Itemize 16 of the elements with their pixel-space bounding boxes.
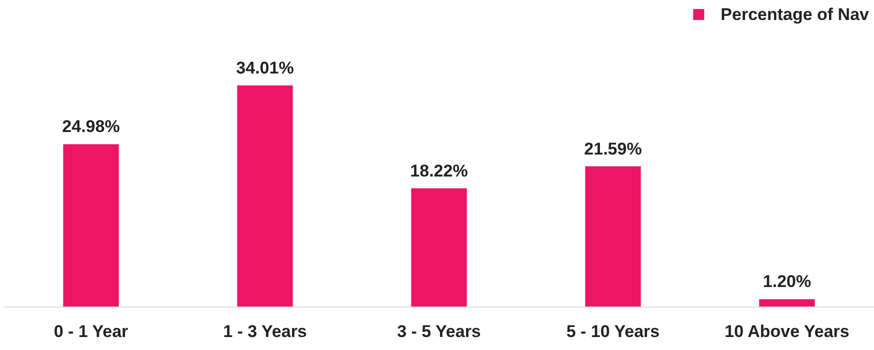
data-label: 18.22%: [410, 161, 468, 180]
bar: [759, 299, 815, 307]
data-label: 1.20%: [762, 272, 812, 292]
data-label: 21.59%: [584, 139, 642, 158]
x-tick-label: 1 - 3 Years: [223, 322, 307, 341]
x-tick-label: 0 - 1 Year: [54, 322, 129, 341]
bar: [237, 85, 293, 307]
x-tick-label: 5 - 10 Years: [566, 322, 660, 341]
x-tick-label: 10 Above Years: [724, 322, 850, 341]
data-label: 24.98%: [62, 117, 120, 136]
bar: [585, 166, 641, 307]
bar: [411, 188, 467, 307]
bar: [63, 144, 119, 307]
x-tick-label: 3 - 5 Years: [397, 322, 481, 341]
data-label: 34.01%: [236, 58, 294, 78]
legend-label: Percentage of Nav: [720, 5, 870, 24]
